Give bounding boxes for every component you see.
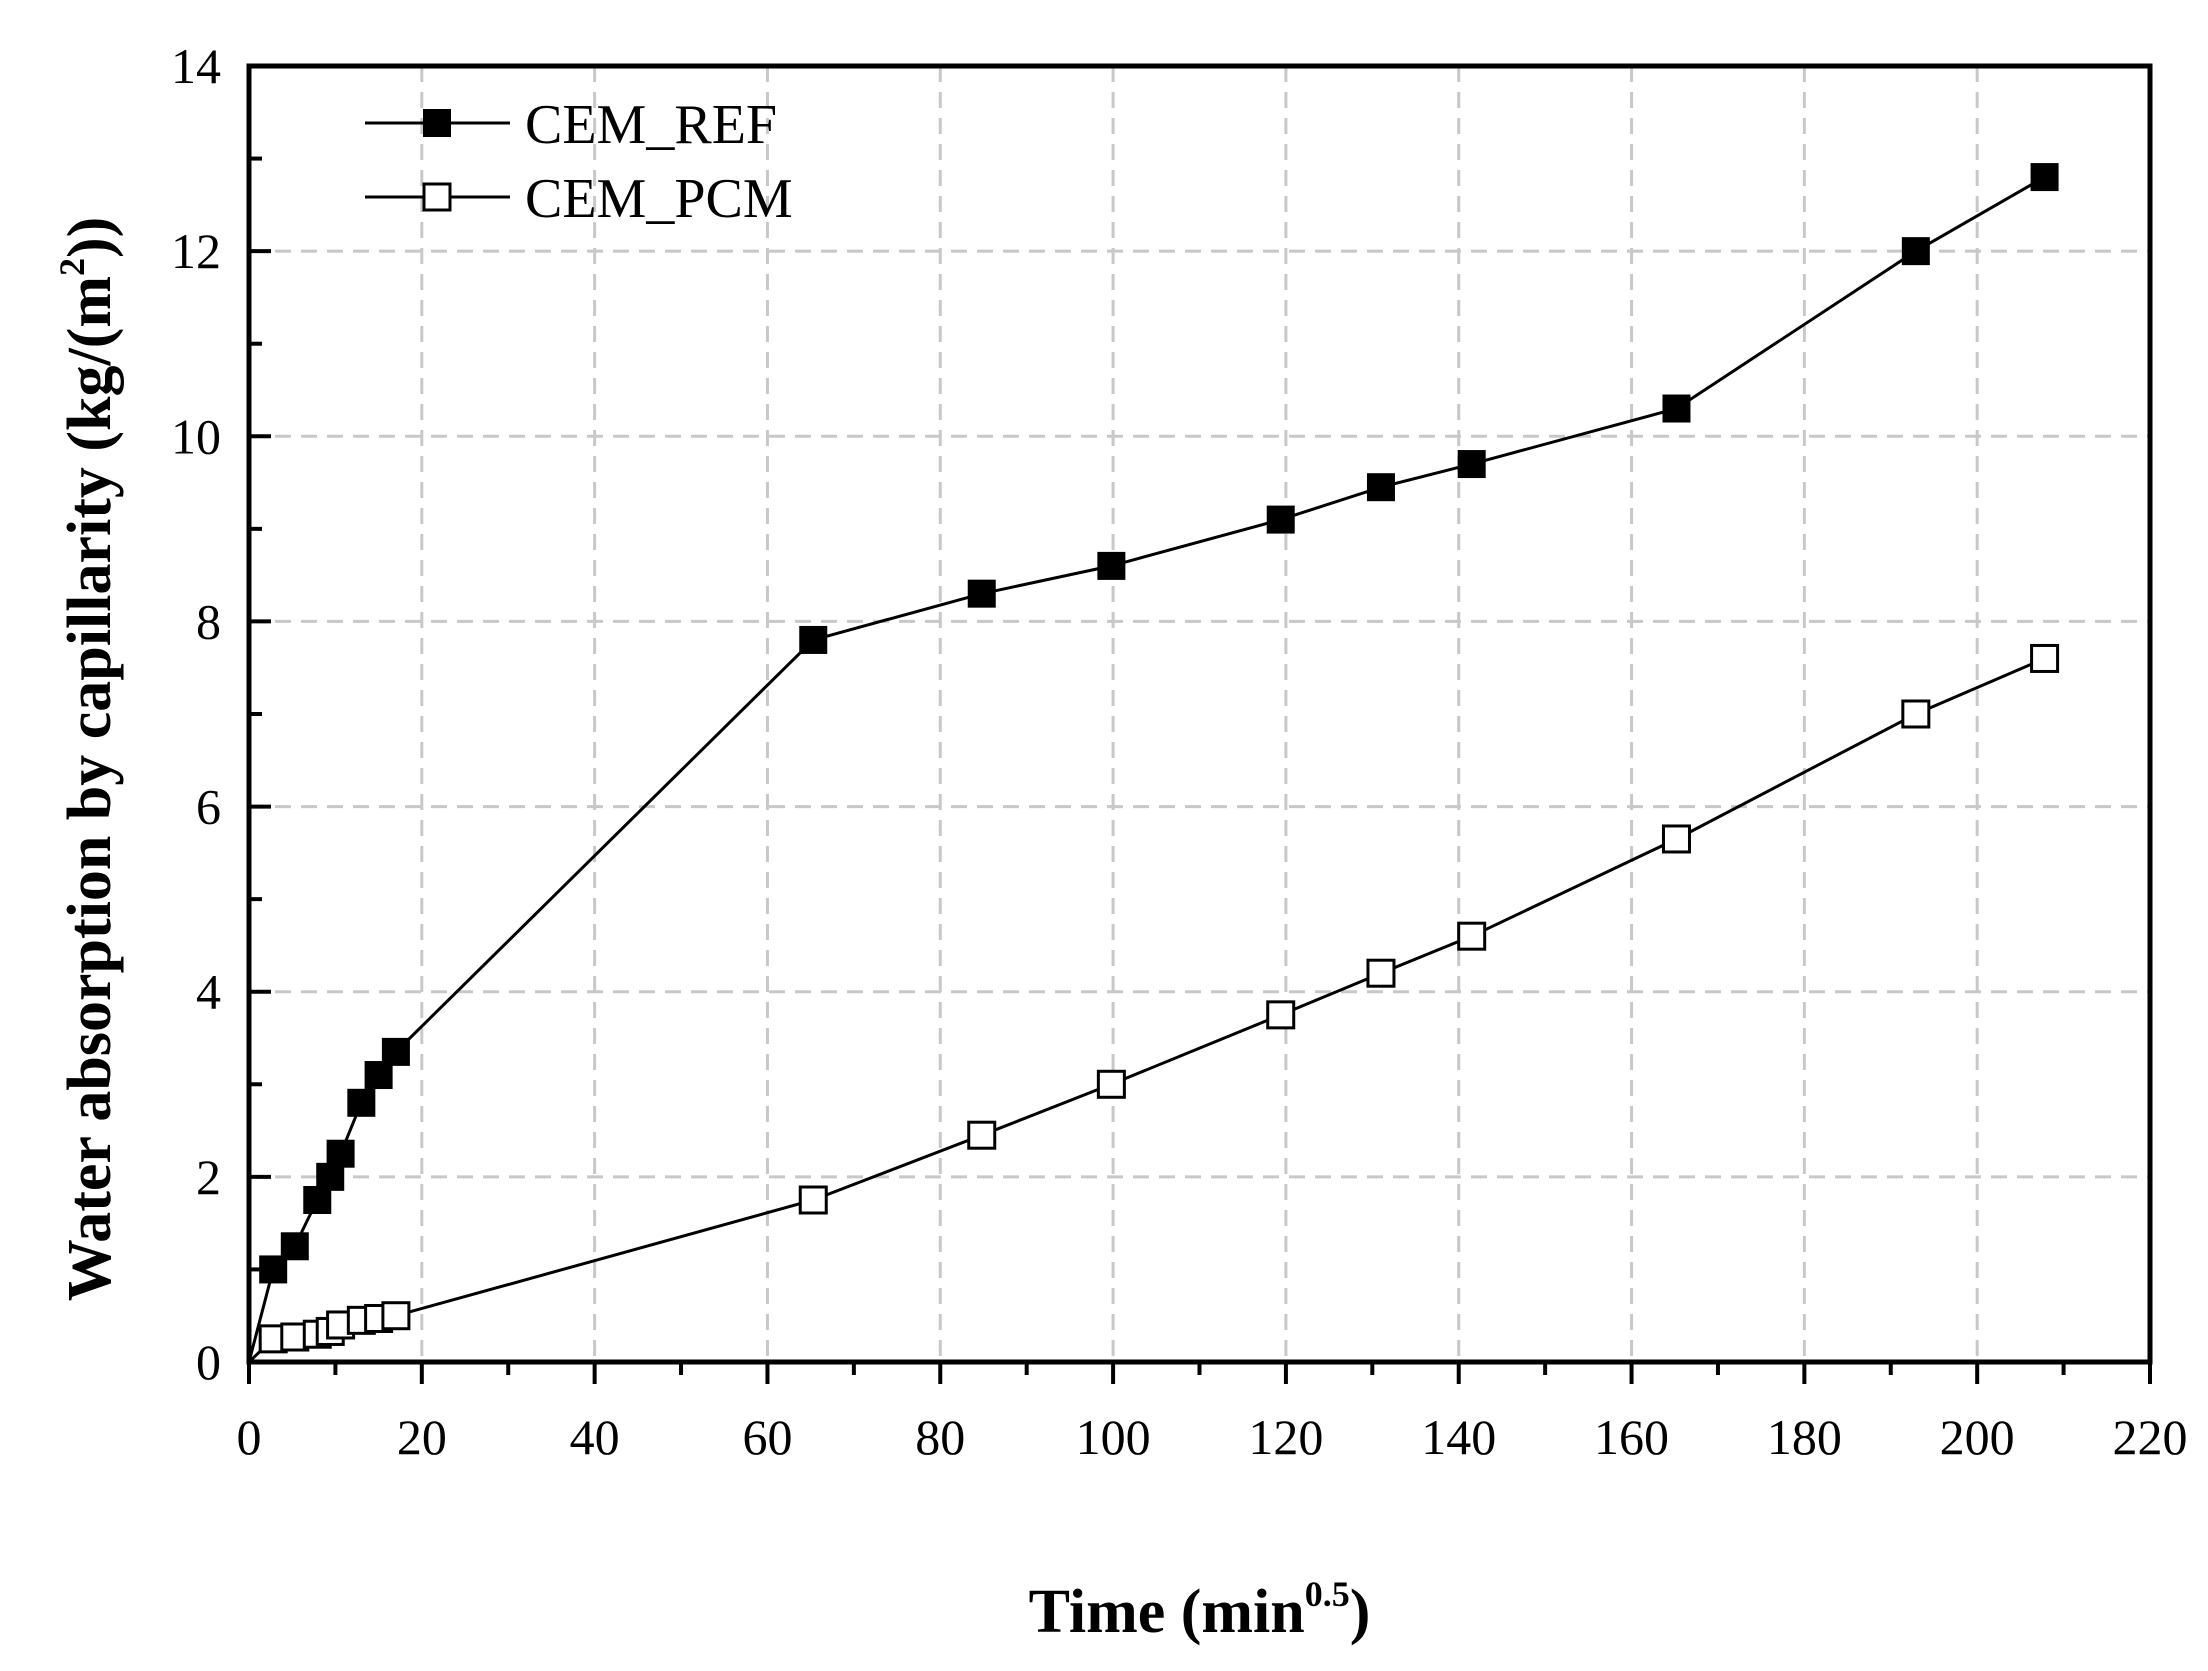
data-point <box>2030 163 2059 192</box>
grid <box>249 66 2150 1362</box>
y-tick-label: 12 <box>171 223 221 279</box>
y-tick-label: 0 <box>196 1334 221 1390</box>
y-axis-title-superscript: 2 <box>52 258 92 276</box>
data-point <box>1366 958 1396 988</box>
data-point <box>364 1061 393 1090</box>
data-point <box>1661 824 1691 854</box>
x-tick-label: 40 <box>570 1409 620 1465</box>
legend-marker <box>423 109 451 137</box>
data-point <box>2030 643 2060 673</box>
data-point <box>798 1185 828 1215</box>
x-tick-label: 120 <box>1248 1409 1323 1465</box>
data-point <box>347 1088 376 1117</box>
legend-marker <box>422 182 452 212</box>
y-axis-title-close: )) <box>56 217 124 258</box>
data-point <box>259 1255 288 1284</box>
series-cem-ref <box>247 163 2059 1363</box>
data-point <box>1097 551 1126 580</box>
data-point <box>381 1037 410 1066</box>
tick-labels: 0 20 40 60 80 100 120 140 160 180 200 220 0 2 4 6 8 10 12 1… <box>171 38 2188 1465</box>
data-point <box>280 1232 309 1261</box>
x-axis-title-main: Time (min <box>1029 1578 1305 1646</box>
y-tick-label: 14 <box>171 38 221 94</box>
data-point <box>967 579 996 608</box>
data-point <box>1457 921 1487 951</box>
data-point <box>1366 473 1395 502</box>
legend-label: CEM_PCM <box>525 168 793 230</box>
plot-frame <box>246 63 2153 1365</box>
x-tick-label: 220 <box>2113 1409 2188 1465</box>
data-point <box>1096 1069 1126 1099</box>
data-point <box>1901 237 1930 266</box>
x-tick-label: 80 <box>915 1409 965 1465</box>
data-point <box>1457 450 1486 479</box>
x-axis-title: Time (min0.5) <box>1029 1574 1371 1646</box>
data-point <box>316 1162 345 1191</box>
y-tick-label: 2 <box>196 1149 221 1205</box>
legend-entry: CEM_PCM <box>365 168 793 230</box>
data-point <box>1266 1000 1296 1030</box>
legend: CEM_REF CEM_PCM <box>365 94 793 230</box>
x-tick-label: 60 <box>742 1409 792 1465</box>
x-tick-label: 0 <box>237 1409 262 1465</box>
data-point <box>303 1186 332 1214</box>
y-axis-title-main: Water absorption by capillarity (kg/(m <box>56 276 124 1301</box>
x-tick-label: 140 <box>1421 1409 1496 1465</box>
data-point <box>1901 699 1931 729</box>
x-axis-title-superscript: 0.5 <box>1305 1574 1350 1614</box>
x-tick-label: 20 <box>397 1409 447 1465</box>
data-point <box>799 625 828 654</box>
series-cem-pcm <box>247 643 2060 1364</box>
data-point <box>1266 505 1295 534</box>
series-layer <box>247 163 2060 1364</box>
x-tick-label: 200 <box>1940 1409 2015 1465</box>
x-tick-label: 180 <box>1767 1409 1842 1465</box>
data-point <box>1662 394 1691 423</box>
y-axis-title: Water absorption by capillarity (kg/(m2)… <box>52 217 124 1302</box>
data-point <box>967 1120 997 1150</box>
x-tick-label: 100 <box>1076 1409 1151 1465</box>
y-tick-label: 6 <box>196 779 221 835</box>
x-axis-title-close: ) <box>1350 1578 1371 1646</box>
y-tick-label: 8 <box>196 593 221 649</box>
x-tick-label: 160 <box>1594 1409 1669 1465</box>
data-point <box>381 1301 411 1331</box>
data-point <box>326 1139 355 1168</box>
legend-entry: CEM_REF <box>365 94 777 156</box>
y-tick-label: 10 <box>171 408 221 464</box>
y-tick-label: 4 <box>196 964 221 1020</box>
legend-label: CEM_REF <box>525 94 777 156</box>
